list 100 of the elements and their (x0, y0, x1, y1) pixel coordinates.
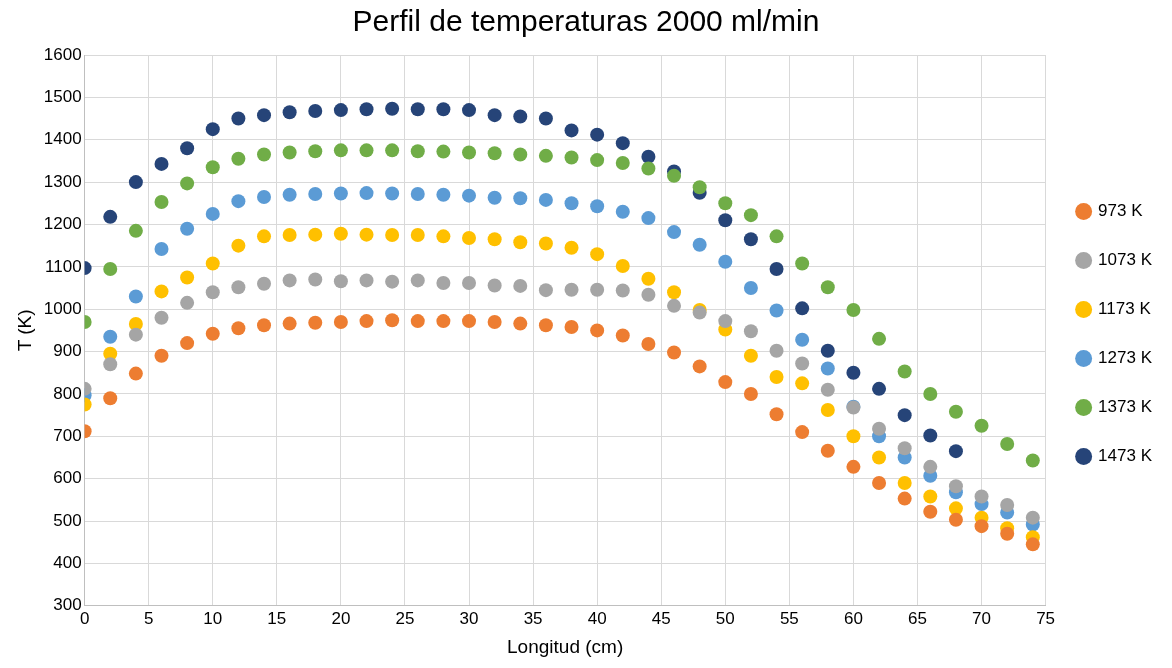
point (385, 101, 400, 116)
point (820, 361, 835, 376)
point (846, 459, 861, 474)
point (282, 105, 297, 120)
point (743, 324, 758, 339)
point (436, 275, 451, 290)
point (795, 356, 810, 371)
point (718, 254, 733, 269)
legend-label: 1373 K (1098, 397, 1153, 417)
point (820, 382, 835, 397)
point (205, 206, 220, 221)
point (128, 289, 143, 304)
point (257, 147, 272, 162)
point (359, 227, 374, 242)
y-tick-label: 600 (53, 468, 82, 488)
point (590, 153, 605, 168)
legend-label: 1273 K (1098, 348, 1153, 368)
point (154, 348, 169, 363)
point (1025, 453, 1040, 468)
point (308, 103, 323, 118)
x-tick-label: 55 (779, 608, 799, 628)
point (564, 240, 579, 255)
point (385, 186, 400, 201)
point (667, 298, 682, 313)
point (385, 228, 400, 243)
point (641, 211, 656, 226)
point (743, 232, 758, 247)
point (257, 189, 272, 204)
point (743, 208, 758, 223)
point (410, 273, 425, 288)
point (615, 136, 630, 151)
y-tick-label: 1300 (43, 171, 82, 191)
point (897, 491, 912, 506)
point (641, 149, 656, 164)
point (538, 236, 553, 251)
point (282, 316, 297, 331)
y-tick-label: 800 (53, 383, 82, 403)
point (410, 228, 425, 243)
point (769, 229, 784, 244)
point (923, 428, 938, 443)
point (462, 103, 477, 118)
point (564, 150, 579, 165)
point (180, 141, 195, 156)
point (1000, 526, 1015, 541)
point (487, 146, 502, 161)
point (231, 280, 246, 295)
point (820, 343, 835, 358)
legend-label: 1173 K (1098, 299, 1152, 319)
point (513, 191, 528, 206)
point (923, 489, 938, 504)
x-tick-label: 15 (267, 608, 287, 628)
point (795, 301, 810, 316)
point (948, 479, 963, 494)
point (180, 176, 195, 191)
point (128, 366, 143, 381)
point (692, 359, 707, 374)
point (333, 314, 348, 329)
point (410, 186, 425, 201)
point (103, 391, 118, 406)
x-tick-label: 0 (79, 608, 90, 628)
point (769, 343, 784, 358)
point (872, 421, 887, 436)
point (385, 143, 400, 158)
point (513, 316, 528, 331)
point (820, 403, 835, 418)
point (154, 156, 169, 171)
point (615, 204, 630, 219)
point (667, 225, 682, 240)
x-tick-label: 45 (651, 608, 671, 628)
point (333, 143, 348, 158)
point (795, 376, 810, 391)
point (359, 143, 374, 158)
point (743, 281, 758, 296)
point (538, 283, 553, 298)
point (513, 147, 528, 162)
point (667, 285, 682, 300)
point (538, 192, 553, 207)
point (308, 315, 323, 330)
point (820, 443, 835, 458)
x-tick-label: 30 (459, 608, 479, 628)
point (795, 425, 810, 440)
y-tick-label: 300 (53, 595, 82, 615)
point (257, 229, 272, 244)
point (897, 408, 912, 423)
point (846, 365, 861, 380)
point (359, 273, 374, 288)
point (564, 196, 579, 211)
point (231, 111, 246, 126)
point (846, 429, 861, 444)
point (1025, 537, 1040, 552)
point (974, 418, 989, 433)
x-tick-label: 70 (972, 608, 992, 628)
point (128, 175, 143, 190)
point (513, 278, 528, 293)
point (615, 328, 630, 343)
point (872, 450, 887, 465)
point (282, 273, 297, 288)
x-tick-label: 50 (715, 608, 735, 628)
point (872, 331, 887, 346)
point (718, 314, 733, 329)
